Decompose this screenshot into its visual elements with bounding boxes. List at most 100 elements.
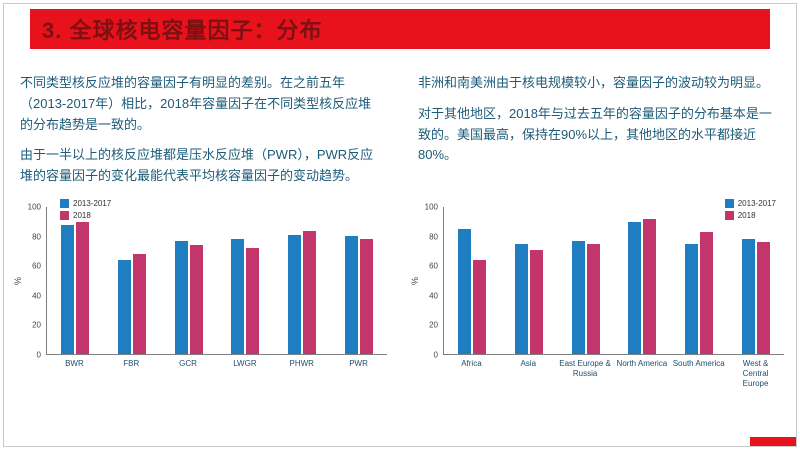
bar	[189, 245, 203, 354]
plot-area	[443, 206, 784, 355]
legend-item: 2013-2017	[60, 198, 112, 208]
bar-group	[614, 207, 671, 354]
bar-group	[671, 207, 728, 354]
y-tick-label: 100	[27, 202, 41, 212]
y-tick-label: 60	[429, 261, 438, 271]
right-paragraph-1: 非洲和南美洲由于核电规模较小，容量因子的波动较为明显。	[418, 75, 770, 90]
bar-group	[727, 207, 784, 354]
y-axis-label: %	[13, 276, 23, 285]
bar	[231, 239, 245, 354]
bar	[741, 239, 755, 354]
y-tick-label: 0	[36, 350, 41, 360]
bar-group	[330, 207, 387, 354]
bar	[303, 230, 317, 354]
x-axis-label: PHWR	[289, 358, 314, 368]
region-capacity-factor-chart: 2013-2017 2018 % 0 20 40 60 80 100 Africa Asia E…	[409, 197, 788, 402]
corner-accent-bar	[750, 437, 796, 446]
reactor-type-capacity-factor-chart: 2013-2017 2018 % 0 20 40 60 80 100 BWR FBR GCR LW…	[12, 197, 391, 402]
bar	[571, 240, 585, 354]
bar	[628, 221, 642, 354]
y-tick-label: 60	[32, 261, 41, 271]
bar	[643, 218, 657, 354]
charts-row: 2013-2017 2018 % 0 20 40 60 80 100 BWR FBR GCR LW…	[4, 197, 796, 402]
y-tick-label: 100	[424, 202, 438, 212]
x-axis-label: Africa	[461, 358, 482, 368]
bar	[344, 236, 358, 354]
x-axis-label: Asia	[520, 358, 537, 368]
bar	[458, 229, 472, 354]
legend-label: 2013-2017	[737, 198, 776, 208]
bar	[756, 242, 770, 354]
bar-group	[557, 207, 614, 354]
bar	[76, 221, 90, 354]
y-tick-label: 80	[32, 232, 41, 242]
legend-swatch	[724, 210, 734, 220]
x-axis-label: PWR	[349, 358, 368, 368]
bar-group	[274, 207, 331, 354]
x-axis-label: South America	[672, 358, 725, 368]
plot-wrap: Africa Asia East Europe & Russia North Amer…	[443, 206, 784, 402]
left-text-block: 不同类型核反应堆的容量因子有明显的差别。在之前五年（2013-2017年）相比，…	[20, 73, 382, 187]
legend-label: 2013-2017	[73, 198, 112, 208]
legend-swatch	[724, 198, 734, 208]
right-text-block: 非洲和南美洲由于核电规模较小，容量因子的波动较为明显。 对于其他地区，2018年…	[418, 73, 780, 187]
plot-wrap: BWR FBR GCR LWGR PHWR PWR	[46, 206, 387, 402]
page-title: 3. 全球核电容量因子：分布	[42, 18, 323, 43]
bar	[359, 239, 373, 354]
x-axis-label: BWR	[65, 358, 84, 368]
y-tick-label: 40	[32, 291, 41, 301]
legend-item: 2013-2017	[724, 198, 776, 208]
y-tick-label: 40	[429, 291, 438, 301]
bar	[700, 231, 714, 354]
y-tick-label: 20	[429, 320, 438, 330]
chart-body: % 0 20 40 60 80 100 BWR FBR GCR LWGR PHWR PWR	[12, 202, 387, 402]
legend-item: 2018	[724, 210, 776, 220]
bar	[133, 254, 146, 354]
x-axis-label: FBR	[123, 358, 140, 368]
bar	[685, 243, 699, 354]
bar	[473, 259, 487, 354]
x-axis-label: GCR	[179, 358, 197, 368]
y-tick-label: 20	[32, 320, 41, 330]
y-tick-label: 0	[433, 350, 438, 360]
x-axis-label: LWGR	[233, 358, 257, 368]
plot-area	[46, 206, 387, 355]
y-axis-label: %	[410, 276, 420, 285]
right-paragraph-2: 对于其他地区，2018年与过去五年的容量因子的分布基本是一致的。美国最高，保持在…	[418, 105, 772, 163]
left-paragraph-1: 不同类型核反应堆的容量因子有明显的差别。在之前五年（2013-2017年）相比，…	[20, 75, 372, 132]
bar	[515, 243, 528, 354]
legend-item: 2018	[60, 210, 111, 220]
slide: 3. 全球核电容量因子：分布 不同类型核反应堆的容量因子有明显的差别。在之前五年…	[3, 3, 797, 447]
bar-group	[47, 207, 104, 354]
y-tick-label: 80	[429, 232, 438, 242]
bar	[288, 234, 302, 354]
x-axis-label: West & Central Europe	[742, 358, 769, 388]
bar-group	[444, 207, 501, 354]
text-content: 不同类型核反应堆的容量因子有明显的差别。在之前五年（2013-2017年）相比，…	[4, 49, 796, 187]
x-axis-labels: Africa Asia East Europe & Russia North Amer…	[443, 355, 784, 389]
bar-group	[104, 207, 161, 354]
bar	[174, 240, 188, 354]
bar-group	[501, 207, 558, 354]
y-axis: 0 20 40 60 80 100	[421, 202, 443, 359]
chart-legend: 2013-2017 2018	[724, 198, 776, 220]
legend-label: 2018	[737, 210, 756, 220]
bar-group	[217, 207, 274, 354]
legend-swatch	[60, 198, 69, 208]
x-axis-label: North America	[616, 358, 668, 368]
y-axis: 0 20 40 60 80 100	[24, 202, 46, 359]
chart-legend: 2013-2017 2018	[60, 198, 112, 220]
bar	[246, 248, 260, 354]
slide-title-bar: 3. 全球核电容量因子：分布	[30, 9, 770, 49]
bar	[118, 259, 131, 354]
bar	[530, 249, 543, 354]
bar	[586, 243, 600, 354]
legend-label: 2018	[73, 210, 91, 220]
bar-group	[160, 207, 217, 354]
bar	[61, 224, 75, 354]
x-axis-label: East Europe & Russia	[559, 358, 611, 378]
left-paragraph-2: 由于一半以上的核反应堆都是压水反应堆（PWR），PWR反应堆的容量因子的变化最能…	[20, 147, 374, 184]
chart-body: % 0 20 40 60 80 100 Africa Asia East Europe & R…	[409, 202, 784, 402]
legend-swatch	[60, 210, 69, 220]
x-axis-labels: BWR FBR GCR LWGR PHWR PWR	[46, 355, 387, 369]
